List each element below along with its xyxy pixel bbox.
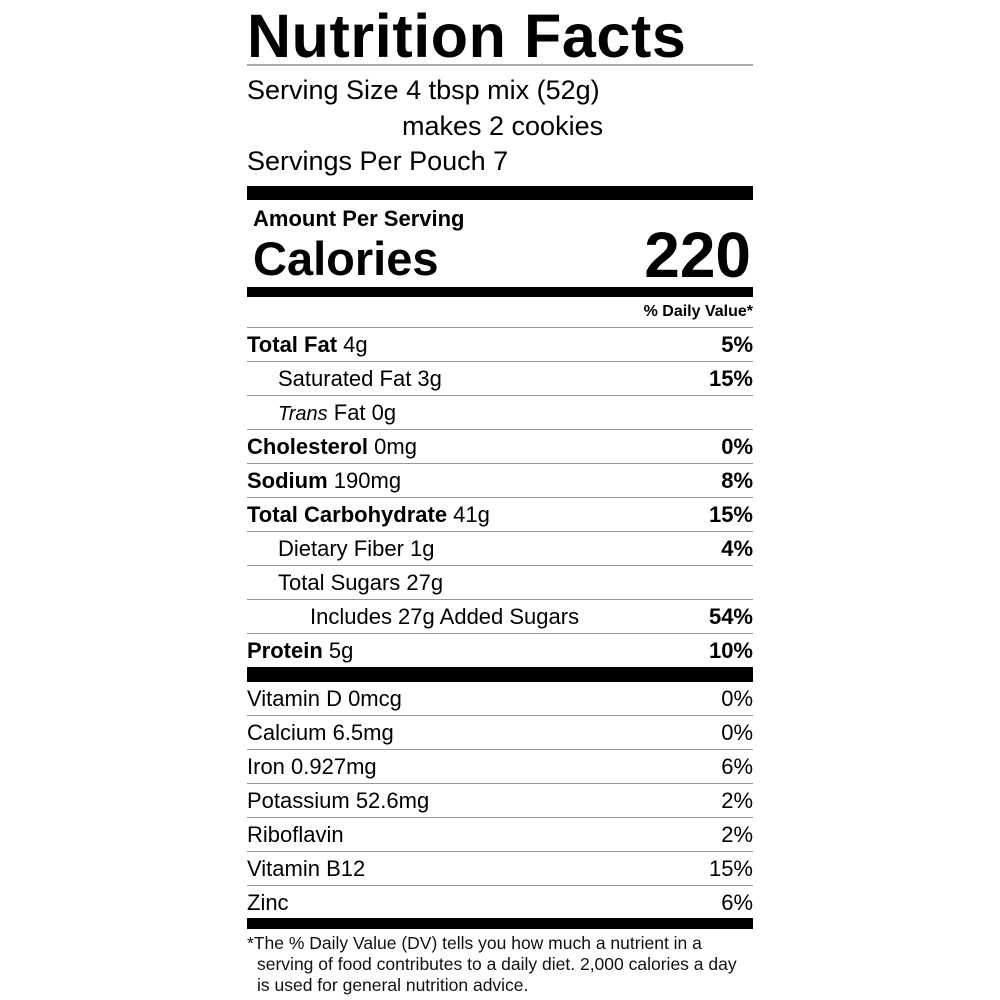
vitamin-row-calcium: Calcium 6.5mg 0% bbox=[247, 716, 753, 750]
vitamin-row-riboflavin: Riboflavin 2% bbox=[247, 818, 753, 852]
serving-note: makes 2 cookies bbox=[402, 111, 604, 141]
nutrient-row-protein: Protein 5g 10% bbox=[247, 638, 753, 663]
nutrient-row-cholesterol: Cholesterol 0mg 0% bbox=[247, 430, 753, 464]
vitamin-row-vitamin-d: Vitamin D 0mcg 0% bbox=[247, 682, 753, 716]
nutrient-row-total-carbohydrate: Total Carbohydrate 41g 15% bbox=[247, 498, 753, 532]
nutrient-row-sodium: Sodium 190mg 8% bbox=[247, 464, 753, 498]
vitamin-row-zinc: Zinc 6% bbox=[247, 890, 753, 915]
nutrition-facts-label: Nutrition Facts Serving Size 4 tbsp mix … bbox=[247, 0, 753, 1000]
thick-divider bbox=[247, 667, 753, 682]
nutrient-list: Total Fat 4g 5% Saturated Fat 3g 15% Trans… bbox=[247, 328, 753, 668]
amount-per-serving: Amount Per Serving bbox=[253, 206, 465, 231]
serving-size: Serving Size 4 tbsp mix (52g) bbox=[247, 75, 600, 105]
vitamin-row-potassium: Potassium 52.6mg 2% bbox=[247, 784, 753, 818]
nutrient-row-dietary-fiber: Dietary Fiber 1g 4% bbox=[247, 532, 753, 566]
daily-value-header: % Daily Value* bbox=[643, 303, 753, 320]
divider bbox=[247, 64, 753, 66]
vitamin-row-vitamin-b12: Vitamin B12 15% bbox=[247, 852, 753, 886]
thick-divider bbox=[247, 918, 753, 929]
calories-value: 220 bbox=[644, 219, 751, 291]
daily-value-footnote: *The % Daily Value (DV) tells you how mu… bbox=[247, 933, 737, 995]
nutrient-row-added-sugars: Includes 27g Added Sugars 54% bbox=[247, 600, 753, 634]
vitamin-list: Vitamin D 0mcg 0% Calcium 6.5mg 0% Iron 0.… bbox=[247, 682, 753, 920]
nutrient-row-saturated-fat: Saturated Fat 3g 15% bbox=[247, 362, 753, 396]
label-title: Nutrition Facts bbox=[247, 2, 687, 70]
nutrient-row-total-sugars: Total Sugars 27g bbox=[247, 566, 753, 600]
thick-divider bbox=[247, 186, 753, 200]
nutrient-row-trans-fat: Trans Fat 0g bbox=[247, 396, 753, 430]
calories-label: Calories bbox=[253, 232, 439, 285]
vitamin-row-iron: Iron 0.927mg 6% bbox=[247, 750, 753, 784]
thick-divider bbox=[247, 287, 753, 297]
divider bbox=[247, 327, 753, 328]
nutrient-row-total-fat: Total Fat 4g 5% bbox=[247, 328, 753, 362]
servings-per-container: Servings Per Pouch 7 bbox=[247, 146, 509, 176]
